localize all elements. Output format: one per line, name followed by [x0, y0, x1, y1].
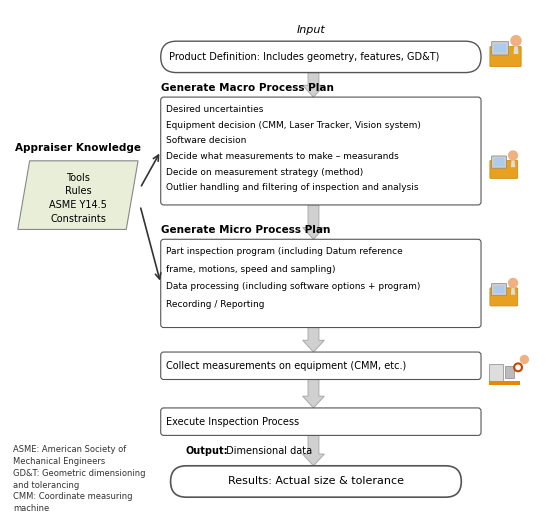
Text: Tools: Tools [66, 172, 90, 183]
Text: Software decision: Software decision [166, 136, 246, 145]
Text: frame, motions, speed and sampling): frame, motions, speed and sampling) [166, 265, 335, 274]
FancyBboxPatch shape [489, 364, 503, 381]
Text: Results: Actual size & tolerance: Results: Actual size & tolerance [228, 477, 404, 487]
FancyBboxPatch shape [170, 466, 461, 497]
Text: Appraiser Knowledge: Appraiser Knowledge [15, 143, 141, 153]
Text: Rules: Rules [65, 186, 91, 196]
Text: Dimensional data: Dimensional data [223, 446, 312, 456]
FancyBboxPatch shape [161, 352, 481, 379]
Text: Generate Micro Process Plan: Generate Micro Process Plan [161, 225, 330, 235]
Text: Constraints: Constraints [50, 214, 106, 224]
Text: Decide what measurements to make – measurands: Decide what measurements to make – measu… [166, 152, 398, 161]
Text: Generate Macro Process Plan: Generate Macro Process Plan [161, 83, 334, 93]
Text: Output:: Output: [185, 446, 228, 456]
FancyBboxPatch shape [489, 381, 520, 386]
Circle shape [520, 355, 529, 363]
FancyBboxPatch shape [491, 156, 507, 168]
Text: Decide on measurement strategy (method): Decide on measurement strategy (method) [166, 168, 363, 177]
Text: ASME: American Society of
Mechanical Engineers
GD&T: Geometric dimensioning
and : ASME: American Society of Mechanical Eng… [13, 445, 145, 513]
FancyBboxPatch shape [494, 286, 504, 293]
Text: Desired uncertainties: Desired uncertainties [166, 105, 263, 114]
Polygon shape [302, 205, 324, 239]
Text: Input: Input [296, 25, 326, 35]
Text: Collect measurements on equipment (CMM, etc.): Collect measurements on equipment (CMM, … [166, 361, 406, 371]
FancyBboxPatch shape [490, 160, 518, 178]
Text: Data processing (including software options + program): Data processing (including software opti… [166, 282, 420, 291]
FancyBboxPatch shape [494, 44, 506, 52]
Polygon shape [302, 72, 324, 97]
FancyBboxPatch shape [161, 97, 481, 205]
FancyBboxPatch shape [490, 47, 521, 67]
FancyBboxPatch shape [161, 41, 481, 72]
Polygon shape [514, 45, 519, 54]
FancyBboxPatch shape [505, 366, 514, 378]
Text: Part inspection program (including Datum reference: Part inspection program (including Datum… [166, 247, 403, 256]
Polygon shape [18, 161, 138, 230]
Polygon shape [302, 379, 324, 408]
Circle shape [509, 278, 518, 287]
Circle shape [511, 35, 521, 45]
Text: ASME Y14.5: ASME Y14.5 [49, 200, 107, 210]
FancyBboxPatch shape [494, 158, 504, 166]
Text: Equipment decision (CMM, Laser Tracker, Vision system): Equipment decision (CMM, Laser Tracker, … [166, 121, 421, 130]
Circle shape [509, 151, 518, 160]
FancyBboxPatch shape [161, 408, 481, 435]
Polygon shape [511, 287, 515, 295]
FancyBboxPatch shape [492, 41, 509, 55]
Polygon shape [511, 160, 515, 167]
Polygon shape [302, 327, 324, 352]
FancyBboxPatch shape [490, 288, 518, 306]
FancyBboxPatch shape [161, 239, 481, 327]
Polygon shape [302, 435, 324, 466]
Text: Recording / Reporting: Recording / Reporting [166, 300, 264, 309]
Text: Outlier handling and filtering of inspection and analysis: Outlier handling and filtering of inspec… [166, 184, 418, 193]
Text: Product Definition: Includes geometry, features, GD&T): Product Definition: Includes geometry, f… [169, 52, 439, 62]
FancyBboxPatch shape [491, 284, 507, 296]
Text: Execute Inspection Process: Execute Inspection Process [166, 417, 299, 427]
